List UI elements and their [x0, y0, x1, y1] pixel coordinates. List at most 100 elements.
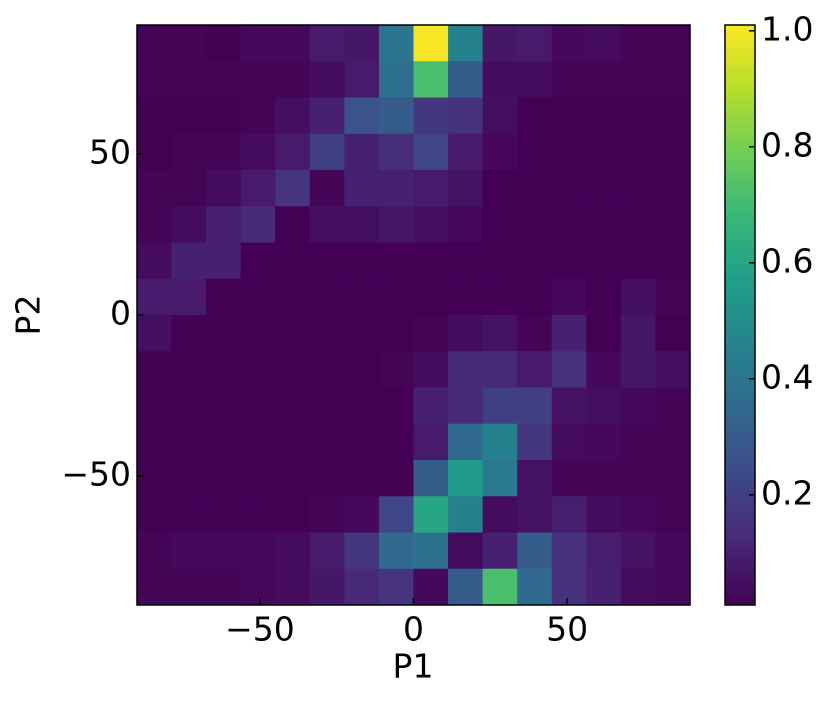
- heatmap-cell: [137, 278, 173, 316]
- heatmap-cell: [413, 315, 449, 352]
- heatmap-cell: [137, 532, 173, 570]
- heatmap-cell: [240, 170, 276, 207]
- heatmap-cell: [448, 61, 484, 98]
- heatmap-cell: [413, 97, 449, 135]
- heatmap-cell: [517, 387, 553, 425]
- heatmap-cell: [309, 206, 345, 243]
- heatmap-cell: [448, 133, 484, 171]
- heatmap-cell: [482, 423, 518, 461]
- heatmap-cell: [586, 351, 622, 388]
- heatmap-cell: [378, 206, 414, 243]
- heatmap-cell: [344, 278, 380, 316]
- heatmap-cell: [378, 315, 414, 352]
- heatmap-cell: [620, 278, 656, 316]
- heatmap-cell: [620, 206, 656, 243]
- heatmap-cell: [171, 387, 207, 425]
- heatmap-cell: [413, 387, 449, 425]
- heatmap-cell: [344, 460, 380, 497]
- heatmap-cell: [482, 278, 518, 316]
- heatmap-cell: [517, 532, 553, 570]
- heatmap-cell: [586, 496, 622, 533]
- heatmap-cell: [413, 568, 449, 606]
- heatmap-cell: [137, 315, 173, 352]
- heatmap-cell: [206, 61, 242, 98]
- heatmap-cell: [448, 25, 484, 62]
- heatmap-cell: [206, 25, 242, 62]
- heatmap-cell: [309, 97, 345, 135]
- heatmap-cell: [655, 61, 691, 98]
- heatmap-cell: [655, 25, 691, 62]
- heatmap-cell: [378, 170, 414, 207]
- heatmap-cell: [137, 242, 173, 280]
- heatmap-cell: [620, 133, 656, 171]
- heatmap-cell: [275, 460, 311, 497]
- heatmap-cell: [448, 351, 484, 388]
- heatmap-cell: [275, 61, 311, 98]
- heatmap-cell: [378, 460, 414, 497]
- heatmap-cell: [517, 460, 553, 497]
- heatmap-cell: [517, 278, 553, 316]
- heatmap-cell: [482, 460, 518, 497]
- heatmap-cell: [517, 568, 553, 606]
- heatmap-cell: [206, 532, 242, 570]
- heatmap-cell: [171, 568, 207, 606]
- heatmap-cell: [378, 61, 414, 98]
- colorbar: [724, 24, 756, 606]
- heatmap-cell: [378, 387, 414, 425]
- heatmap-cell: [586, 532, 622, 570]
- heatmap-cell: [448, 496, 484, 533]
- x-tick-label: 50: [546, 610, 588, 649]
- heatmap-cell: [171, 496, 207, 533]
- heatmap-cell: [275, 568, 311, 606]
- heatmap-cell: [240, 61, 276, 98]
- heatmap-cell: [586, 133, 622, 171]
- heatmap-cell: [413, 170, 449, 207]
- heatmap-cell: [655, 170, 691, 207]
- colorbar-tick-label: 0.2: [761, 473, 813, 512]
- heatmap-cell: [551, 532, 587, 570]
- heatmap-cell: [482, 387, 518, 425]
- heatmap-cell: [171, 532, 207, 570]
- heatmap-cell: [655, 496, 691, 533]
- heatmap-cell: [275, 278, 311, 316]
- heatmap-cell: [206, 351, 242, 388]
- heatmap-cell: [551, 25, 587, 62]
- heatmap-cell: [517, 25, 553, 62]
- heatmap-cell: [309, 532, 345, 570]
- y-tick-label: 0: [110, 294, 131, 333]
- heatmap-cell: [344, 351, 380, 388]
- heatmap-cell: [309, 496, 345, 533]
- heatmap-cell: [655, 532, 691, 570]
- heatmap-cell: [240, 315, 276, 352]
- heatmap-cell: [137, 170, 173, 207]
- heatmap-cell: [655, 568, 691, 606]
- heatmap-cell: [137, 423, 173, 461]
- heatmap-cell: [171, 315, 207, 352]
- heatmap-cell: [655, 133, 691, 171]
- heatmap-cell: [344, 315, 380, 352]
- heatmap-cell: [206, 423, 242, 461]
- heatmap-cell: [240, 351, 276, 388]
- heatmap-cell: [240, 25, 276, 62]
- x-tick-label: 0: [403, 610, 424, 649]
- heatmap-cell: [137, 61, 173, 98]
- heatmap-cell: [551, 278, 587, 316]
- heatmap-cell: [620, 315, 656, 352]
- heatmap-cell: [240, 206, 276, 243]
- heatmap-cell: [378, 423, 414, 461]
- heatmap-cell: [551, 496, 587, 533]
- heatmap-cell: [344, 496, 380, 533]
- heatmap-cell: [344, 423, 380, 461]
- heatmap-cell: [344, 568, 380, 606]
- heatmap-cell: [378, 97, 414, 135]
- heatmap-cell: [413, 460, 449, 497]
- heatmap-cell: [551, 568, 587, 606]
- heatmap-cell: [517, 315, 553, 352]
- heatmap-cell: [586, 315, 622, 352]
- heatmap-cell: [413, 206, 449, 243]
- heatmap-cell: [344, 133, 380, 171]
- heatmap-cell: [309, 133, 345, 171]
- heatmap-cell: [448, 387, 484, 425]
- heatmap-cell: [309, 423, 345, 461]
